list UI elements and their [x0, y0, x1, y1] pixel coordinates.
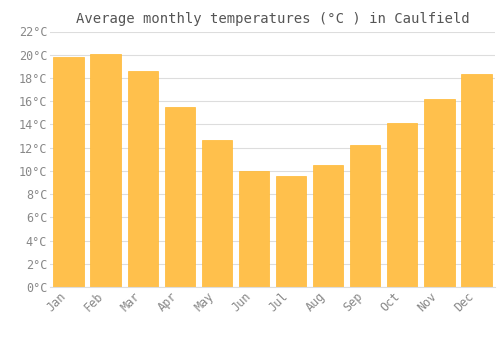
Bar [462, 75, 492, 287]
Bar [313, 165, 344, 287]
Bar [128, 71, 158, 287]
Bar [164, 107, 195, 287]
Title: Average monthly temperatures (°C ) in Caulfield: Average monthly temperatures (°C ) in Ca… [76, 12, 469, 26]
Bar [239, 171, 269, 287]
Bar [276, 175, 306, 287]
Bar [54, 57, 84, 287]
Bar [424, 99, 454, 287]
Bar [202, 140, 232, 287]
Bar [350, 145, 380, 287]
Bar [387, 123, 418, 287]
Bar [90, 54, 121, 287]
